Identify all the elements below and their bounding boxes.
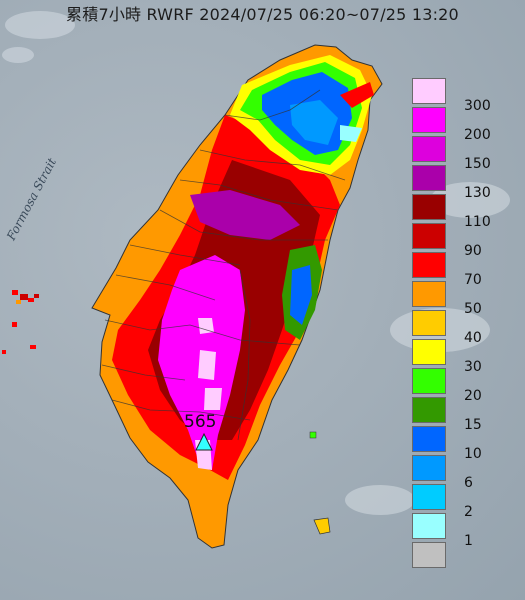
- legend-swatch: [412, 107, 446, 133]
- legend-label: 15: [464, 417, 482, 433]
- legend-label: 20: [464, 388, 482, 404]
- legend-swatch: [412, 194, 446, 220]
- legend-label: 90: [464, 243, 482, 259]
- legend-swatch: [412, 455, 446, 481]
- legend-swatch: [412, 513, 446, 539]
- legend-label: 6: [464, 475, 473, 491]
- legend-swatch: [412, 484, 446, 510]
- legend-swatch: [412, 223, 446, 249]
- legend-label: 70: [464, 272, 482, 288]
- legend-swatch: [412, 397, 446, 423]
- legend-swatch: [412, 165, 446, 191]
- legend-label: 40: [464, 330, 482, 346]
- max-rainfall-label: 565: [184, 412, 217, 432]
- max-rainfall-marker-icon: [195, 432, 213, 451]
- legend-swatch: [412, 252, 446, 278]
- legend-swatch: [412, 542, 446, 568]
- legend-label: 50: [464, 301, 482, 317]
- rain-band-ne-red: [340, 82, 374, 108]
- legend-label: 110: [464, 214, 491, 230]
- county-boundaries: [101, 89, 346, 441]
- legend-swatch: [412, 136, 446, 162]
- legend-label: 1: [464, 533, 473, 549]
- legend-swatch: [412, 426, 446, 452]
- legend-label: 200: [464, 127, 491, 143]
- legend-label: 10: [464, 446, 482, 462]
- legend-label: 2: [464, 504, 473, 520]
- legend-swatch: [412, 310, 446, 336]
- rain-band-east-blue: [290, 265, 312, 325]
- legend-label: 300: [464, 98, 491, 114]
- rain-band-6: [290, 100, 338, 145]
- legend-swatch: [412, 281, 446, 307]
- rain-band-2: [340, 125, 362, 142]
- map-title: 累積7小時 RWRF 2024/07/25 06:20~07/25 13:20: [66, 5, 459, 24]
- legend-label: 30: [464, 359, 482, 375]
- legend-label: 130: [464, 185, 491, 201]
- legend-swatch: [412, 339, 446, 365]
- legend-swatch: [412, 78, 446, 104]
- legend-swatch: [412, 368, 446, 394]
- legend-label: 150: [464, 156, 491, 172]
- rain-band-150: [190, 190, 300, 240]
- offshore-islands: [309, 431, 331, 535]
- penghu-rain: [2, 290, 39, 354]
